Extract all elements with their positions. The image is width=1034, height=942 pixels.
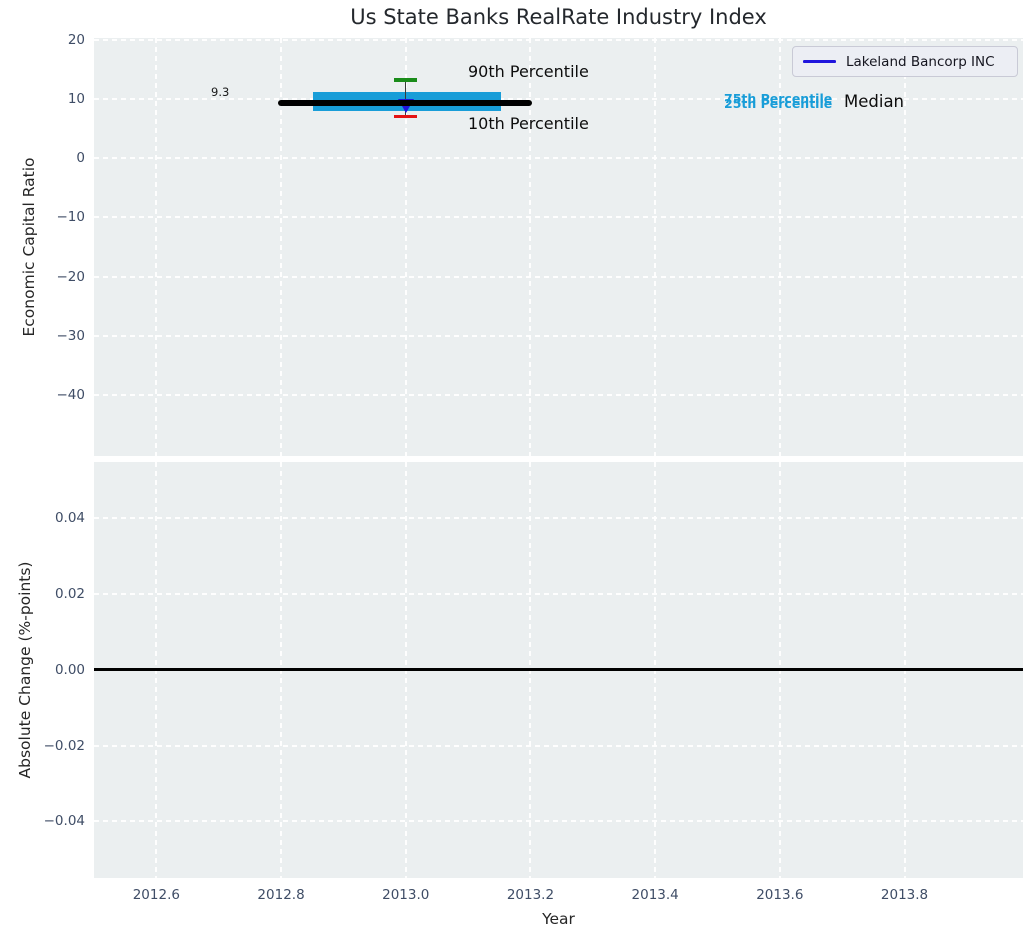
gridline bbox=[654, 38, 657, 456]
x-tick-label: 2013.0 bbox=[382, 887, 430, 903]
legend-line-sample bbox=[803, 60, 836, 63]
x-tick-label: 2013.2 bbox=[506, 887, 555, 903]
gridline bbox=[404, 38, 407, 456]
plot-absolute-change bbox=[94, 462, 1023, 878]
gridline bbox=[94, 216, 1023, 219]
y-tick-label: −30 bbox=[56, 327, 86, 344]
gridline bbox=[94, 97, 1023, 100]
x-tick-label: 2013.4 bbox=[631, 887, 679, 903]
zero-line bbox=[94, 668, 1023, 671]
y-tick-label: 10 bbox=[67, 90, 85, 107]
median-line bbox=[277, 100, 533, 107]
y-tick-label: −20 bbox=[56, 268, 86, 285]
median-annotation: Median bbox=[844, 92, 905, 111]
gridline bbox=[94, 275, 1023, 278]
x-tick-label: 2013.8 bbox=[880, 887, 929, 903]
p10-annotation: 10th Percentile bbox=[468, 114, 589, 133]
y-tick-label: −10 bbox=[56, 209, 86, 226]
y-tick-label: 20 bbox=[67, 31, 85, 48]
gridline bbox=[94, 334, 1023, 337]
gridline bbox=[94, 516, 1023, 519]
gridline bbox=[94, 744, 1023, 747]
x-tick-label: 2012.6 bbox=[132, 887, 180, 903]
gridline bbox=[280, 38, 283, 456]
p75-annotation: 75th Percentile bbox=[724, 91, 833, 106]
chart-title: Us State Banks RealRate Industry Index bbox=[350, 5, 767, 29]
y-tick-label: −0.02 bbox=[43, 737, 85, 754]
gridline bbox=[94, 820, 1023, 823]
gridline bbox=[94, 592, 1023, 595]
y-tick-label: −0.04 bbox=[43, 813, 85, 830]
whisker-line bbox=[404, 80, 407, 117]
legend-label: Lakeland Bancorp INC bbox=[846, 53, 995, 70]
y-tick-label: 0.04 bbox=[54, 509, 85, 526]
p10-cap bbox=[394, 114, 418, 118]
legend: Lakeland Bancorp INC bbox=[792, 46, 1018, 77]
y-tick-label: −40 bbox=[56, 387, 86, 404]
plot-economic-capital-ratio bbox=[94, 38, 1023, 456]
median-value-label: 9.3 bbox=[211, 85, 230, 99]
gridline bbox=[903, 38, 906, 456]
x-axis-label: Year bbox=[542, 910, 575, 928]
gridline bbox=[94, 157, 1023, 160]
gridline bbox=[529, 38, 532, 456]
p90-annotation: 90th Percentile bbox=[468, 62, 589, 81]
gridline bbox=[94, 38, 1023, 41]
p25-annotation: 25th Percentile bbox=[724, 96, 833, 111]
gridline bbox=[94, 394, 1023, 397]
x-tick-label: 2013.6 bbox=[756, 887, 804, 903]
y-tick-label: 0 bbox=[76, 150, 85, 167]
y-axis-label-top: Economic Capital Ratio bbox=[20, 157, 38, 337]
y-tick-label: 0.00 bbox=[54, 661, 85, 678]
x-tick-label: 2012.8 bbox=[257, 887, 305, 903]
p90-cap bbox=[394, 78, 418, 82]
y-tick-label: 0.02 bbox=[54, 585, 85, 602]
gridline bbox=[155, 38, 158, 456]
gridline bbox=[778, 38, 781, 456]
